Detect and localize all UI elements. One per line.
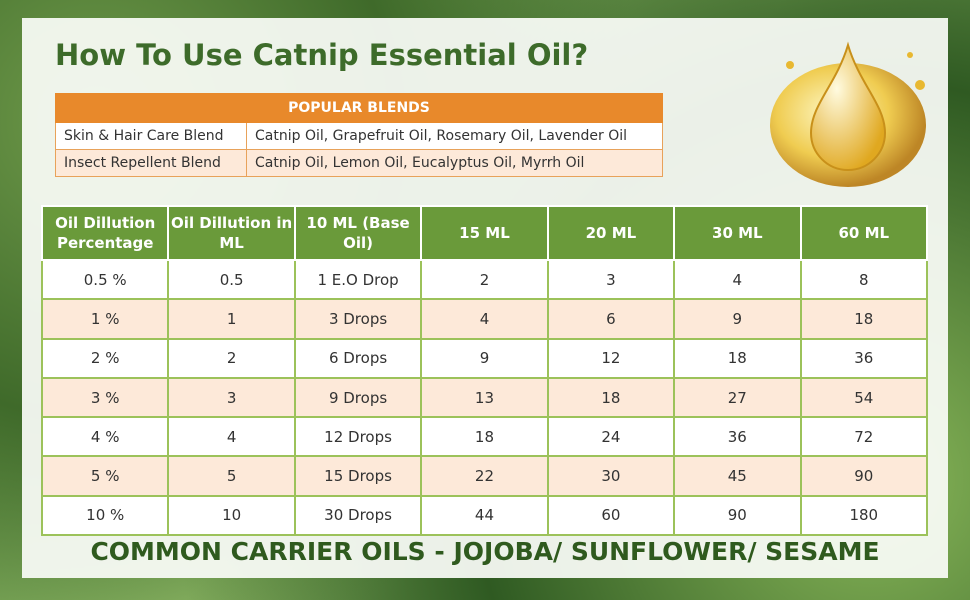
table-cell: 15 Drops — [293, 455, 423, 497]
blend-cell: Catnip Oil, Grapefruit Oil, Rosemary Oil… — [246, 122, 663, 150]
blends-header: POPULAR BLENDS — [55, 93, 663, 123]
table-cell: 10 % — [40, 494, 170, 537]
blend-row: Insect Repellent Blend Catnip Oil, Lemon … — [55, 149, 663, 177]
blend-cell: Insect Repellent Blend — [55, 149, 247, 177]
header-cell: 60 ML — [799, 205, 929, 261]
table-cell: 4 — [673, 258, 802, 301]
header-cell: 20 ML — [546, 205, 676, 261]
table-cell: 3 — [167, 376, 296, 419]
table-cell: 18 — [420, 416, 549, 458]
header-cell: Oil Dillution in ML — [167, 205, 296, 261]
table-cell: 90 — [673, 494, 802, 537]
table-cell: 72 — [799, 416, 929, 458]
table-cell: 0.5 — [167, 258, 296, 301]
table-row: 4 % 4 12 Drops 18 24 36 72 — [40, 416, 929, 458]
table-row: 5 % 5 15 Drops 22 30 45 90 — [40, 455, 929, 497]
table-cell: 180 — [799, 494, 929, 537]
blend-cell: Skin & Hair Care Blend — [55, 122, 247, 150]
table-cell: 12 Drops — [293, 416, 423, 458]
table-cell: 12 — [546, 337, 676, 379]
dilution-table: Oil Dillution Percentage Oil Dillution in… — [40, 205, 929, 537]
table-cell: 44 — [420, 494, 549, 537]
footer: COMMON CARRIER OILS - JOJOBA/ SUNFLOWER/… — [90, 537, 880, 566]
table-cell: 36 — [799, 337, 929, 379]
table-cell: 90 — [799, 455, 929, 497]
blend-row: Skin & Hair Care Blend Catnip Oil, Grapef… — [55, 122, 663, 150]
table-cell: 2 % — [40, 337, 170, 379]
table-cell: 6 — [546, 298, 676, 340]
table-cell: 13 — [420, 376, 549, 419]
table-cell: 9 Drops — [293, 376, 423, 419]
table-cell: 24 — [546, 416, 676, 458]
table-cell: 5 — [167, 455, 296, 497]
blend-cell: Catnip Oil, Lemon Oil, Eucalyptus Oil, M… — [246, 149, 663, 177]
table-row: 2 % 2 6 Drops 9 12 18 36 — [40, 337, 929, 379]
table-cell: 3 % — [40, 376, 170, 419]
header-cell: 30 ML — [673, 205, 802, 261]
table-cell: 1 % — [40, 298, 170, 340]
title: How To Use Catnip Essential Oil? — [55, 38, 589, 72]
table-cell: 22 — [420, 455, 549, 497]
table-cell: 30 Drops — [293, 494, 423, 537]
table-cell: 8 — [799, 258, 929, 301]
oil-drop-illustration — [770, 41, 926, 187]
table-cell: 4 % — [40, 416, 170, 458]
table-cell: 36 — [673, 416, 802, 458]
table-cell: 5 % — [40, 455, 170, 497]
table-cell: 3 Drops — [293, 298, 423, 340]
table-cell: 4 — [167, 416, 296, 458]
table-row: 3 % 3 9 Drops 13 18 27 54 — [40, 376, 929, 419]
header-cell: 15 ML — [420, 205, 549, 261]
header-cell: Oil Dillution Percentage — [40, 205, 170, 261]
blends-table: POPULAR BLENDS Skin & Hair Care Blend Catn… — [55, 93, 663, 177]
table-cell: 1 E.O Drop — [293, 258, 423, 301]
table-cell: 54 — [799, 376, 929, 419]
table-row: 1 % 1 3 Drops 4 6 9 18 — [40, 298, 929, 340]
table-cell: 10 — [167, 494, 296, 537]
table-cell: 18 — [673, 337, 802, 379]
header-cell: 10 ML (Base Oil) — [293, 205, 423, 261]
table-cell: 1 — [167, 298, 296, 340]
table-cell: 18 — [799, 298, 929, 340]
table-row: 10 % 10 30 Drops 44 60 90 180 — [40, 494, 929, 537]
table-row: 0.5 % 0.5 1 E.O Drop 2 3 4 8 — [40, 258, 929, 301]
table-cell: 30 — [546, 455, 676, 497]
table-cell: 9 — [673, 298, 802, 340]
table-cell: 0.5 % — [40, 258, 170, 301]
table-cell: 3 — [546, 258, 676, 301]
table-cell: 60 — [546, 494, 676, 537]
table-cell: 27 — [673, 376, 802, 419]
table-cell: 4 — [420, 298, 549, 340]
table-cell: 9 — [420, 337, 549, 379]
table-cell: 2 — [167, 337, 296, 379]
table-cell: 45 — [673, 455, 802, 497]
table-cell: 6 Drops — [293, 337, 423, 379]
table-cell: 18 — [546, 376, 676, 419]
table-cell: 2 — [420, 258, 549, 301]
